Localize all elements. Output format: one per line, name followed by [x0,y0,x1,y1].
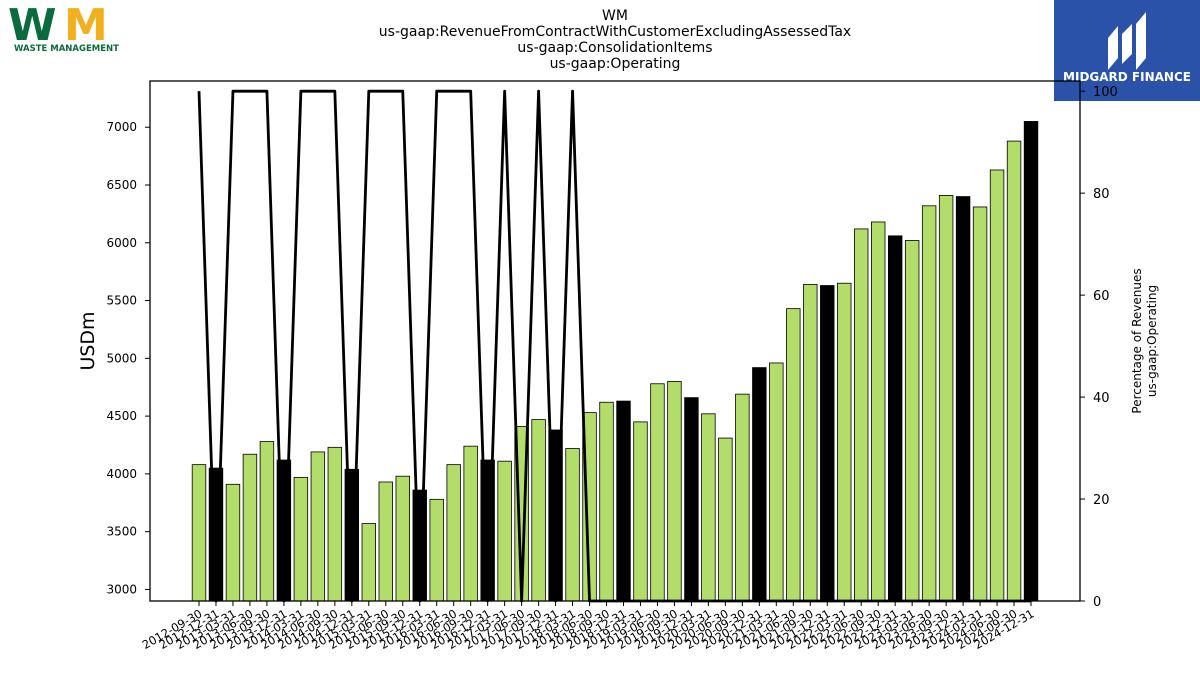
y-tick-label: 5000 [106,351,137,365]
bar [989,169,1005,602]
bar [395,475,410,602]
y2-tick-label: 40 [1093,391,1110,406]
bar [837,282,852,602]
bar [599,401,614,602]
waste-management-logo: W M WASTE MANAGEMENT [8,0,119,54]
y-tick-label: 6500 [106,178,137,192]
bar [854,228,869,602]
y-tick-label: 4500 [106,409,137,423]
bar [293,476,309,602]
bar [735,393,750,602]
logo-wm-w: W [8,0,57,51]
midgard-logo-mark-right [1136,12,1146,70]
y-tick-label: 5500 [106,294,137,308]
bar [667,381,682,602]
y2-tick-label: 100 [1093,85,1118,100]
y2-tick-label: 60 [1093,289,1110,304]
title-line: us-gaap:RevenueFromContractWithCustomerE… [379,24,851,40]
right-axis-ticks: 0 20 40 60 80 100 [1080,85,1118,610]
bar-series [191,121,1039,602]
y-tick-label: 4000 [106,467,137,481]
y-tick-label: 3500 [106,525,137,539]
bar [938,194,954,602]
bar [446,464,461,602]
chart-title: WMus-gaap:RevenueFromContractWithCustome… [379,8,851,72]
y-tick-label: 6000 [106,236,137,250]
y2-tick-label: 80 [1093,187,1110,202]
bar [565,448,580,602]
bar [752,367,767,602]
bar [633,421,648,602]
bar [684,397,699,602]
midgard-finance-logo: MIDGARD FINANCE [1054,0,1200,101]
bar [820,285,835,602]
bar [786,308,801,602]
bar [1006,140,1022,602]
y-tick-label: 3000 [106,582,137,596]
bar [1023,121,1039,602]
bar [904,240,920,602]
bar [871,221,886,602]
title-line: us-gaap:Operating [550,56,681,72]
bar [972,206,988,602]
bar [327,446,343,602]
bar [718,437,733,602]
bar [701,413,716,602]
y2-axis-label-line: Percentage of Revenues [1130,268,1144,413]
title-line: us-gaap:ConsolidationItems [517,40,712,56]
y2-tick-label: 0 [1093,595,1101,610]
logo-wm-m: M [64,0,108,51]
title-line: WM [602,8,628,24]
bar [361,523,377,602]
bar [616,400,631,602]
bar [955,196,971,602]
midgard-logo-caption: MIDGARD FINANCE [1063,70,1191,84]
plot-frame [149,80,1081,602]
y2-tick-label: 20 [1093,493,1110,508]
bar [650,383,665,602]
bar [887,235,903,602]
left-axis-ticks: 3000 3500 4000 4500 5000 5500 6000 6500 7000 [106,120,150,596]
y2-axis-label-line: us-gaap:Operating [1145,285,1159,397]
bar [378,481,393,602]
x-axis-ticks: 2012-09-302012-12-312013-03-312013-06-30… [140,601,1037,652]
right-axis-label: Percentage of Revenues us-gaap:Operating [1130,268,1159,413]
bar [803,283,818,602]
bar [769,362,784,602]
bar [259,441,275,602]
midgard-logo-mark-left [1108,26,1118,70]
bar [191,464,207,602]
logo-wm-caption: WASTE MANAGEMENT [14,44,119,54]
bar [242,453,258,602]
y-axis-label: USDm [77,311,99,370]
bar [225,483,241,602]
bar [531,419,546,602]
bar [429,498,444,602]
midgard-logo-mark-middle [1122,24,1132,64]
bar [921,205,937,602]
y-tick-label: 7000 [106,120,137,134]
bar [310,451,326,602]
bar [497,460,512,602]
bar [463,445,478,602]
